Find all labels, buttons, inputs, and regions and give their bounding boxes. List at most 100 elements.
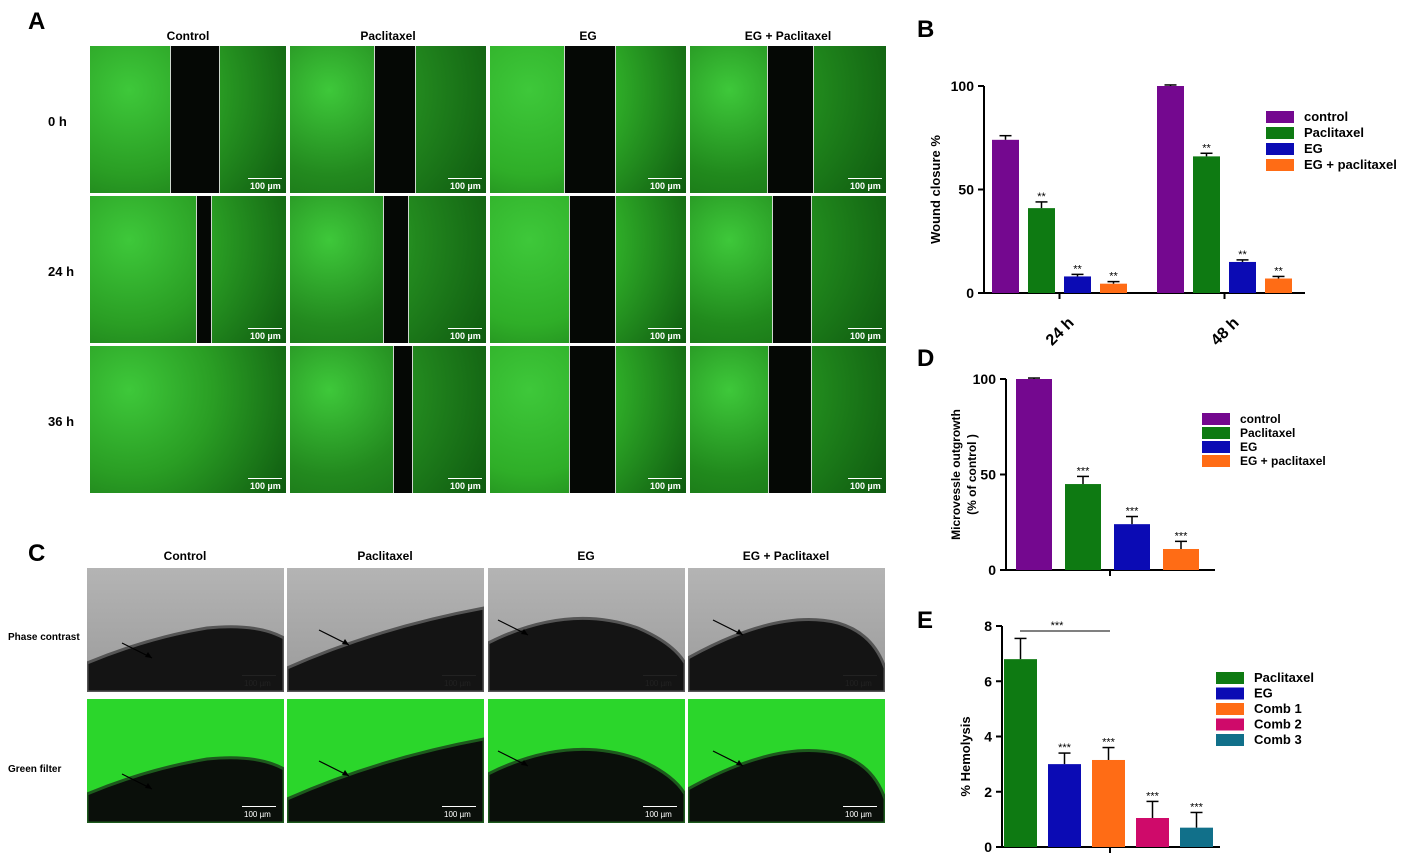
legend-label: EG + paclitaxel xyxy=(1304,157,1397,172)
chart-b-wound-closure: 0 50 100 Wound closure % ** ** ** 24 h ** ** ** 48 … xyxy=(928,78,1397,349)
spheroid-mask xyxy=(688,618,885,692)
spheroid-mask xyxy=(87,756,284,823)
x-tick-label: 48 h xyxy=(1208,314,1243,349)
y-tick-label: 100 xyxy=(973,371,997,387)
scale-label: 100 µm xyxy=(845,679,872,688)
scale-label: 100 µm xyxy=(250,181,281,191)
scale-label: 100 µm xyxy=(250,331,281,341)
wound-image: 100 µm xyxy=(90,46,286,193)
y-tick-label: 0 xyxy=(984,839,992,855)
column-header: Control xyxy=(166,29,210,43)
y-tick-label: 0 xyxy=(988,562,996,578)
significance-label: *** xyxy=(1051,620,1065,632)
legend-label: control xyxy=(1304,109,1348,124)
legend-swatch xyxy=(1216,703,1244,715)
panel-label-d: D xyxy=(917,345,935,372)
scale-label: 100 µm xyxy=(444,679,471,688)
scale-bar xyxy=(843,806,877,807)
panel-label-e: E xyxy=(917,607,934,634)
wound-image: 100 µm xyxy=(290,346,486,493)
bar xyxy=(1136,817,1169,847)
legend-swatch xyxy=(1202,455,1230,467)
scratch-gap xyxy=(564,46,616,193)
scale-bar xyxy=(248,478,282,479)
legend-label: EG xyxy=(1254,686,1273,701)
spheroid-mask xyxy=(488,747,685,823)
scale-bar xyxy=(848,478,882,479)
scratch-gap xyxy=(393,346,413,493)
significance-label: ** xyxy=(1238,249,1247,261)
scale-label: 100 µm xyxy=(444,810,471,819)
row-header: 36 h xyxy=(48,414,75,429)
scratch-gap xyxy=(767,46,814,193)
scale-label: 100 µm xyxy=(244,679,271,688)
bar xyxy=(1065,484,1101,570)
bar xyxy=(1028,208,1055,293)
scale-bar xyxy=(442,675,476,676)
row-header: 24 h xyxy=(48,264,75,279)
legend-swatch xyxy=(1216,718,1244,731)
y-axis-label: Microvessle outgrowth xyxy=(949,409,963,540)
bar xyxy=(1092,759,1125,847)
significance-label: *** xyxy=(1077,465,1091,477)
y-axis-label: Wound closure % xyxy=(928,135,943,244)
spheroid-body xyxy=(688,749,885,823)
wound-image: 100 µm xyxy=(90,346,286,493)
scratch-gap xyxy=(569,346,616,493)
scale-label: 100 µm xyxy=(650,481,681,491)
bar xyxy=(1004,659,1037,847)
scale-bar xyxy=(448,178,482,179)
column-header: EG + Paclitaxel xyxy=(742,549,830,563)
spheroid-body xyxy=(87,756,284,823)
legend-label: Paclitaxel xyxy=(1304,125,1364,140)
spheroid-image: 100 µm xyxy=(87,568,284,692)
column-header: Control xyxy=(163,549,207,563)
y-tick-label: 6 xyxy=(984,673,992,689)
arrow-icon xyxy=(342,639,349,645)
bar xyxy=(1157,86,1184,293)
scale-label: 100 µm xyxy=(450,331,481,341)
bar xyxy=(1064,276,1091,293)
bar xyxy=(1193,156,1220,293)
legend-label: Paclitaxel xyxy=(1240,426,1295,440)
spheroid-image: 100 µm xyxy=(287,568,484,692)
column-header: Paclitaxel xyxy=(357,549,413,563)
scale-bar xyxy=(248,178,282,179)
scale-bar xyxy=(448,478,482,479)
legend-swatch xyxy=(1266,143,1294,155)
arrow-icon xyxy=(521,760,528,766)
significance-label: ** xyxy=(1202,142,1211,154)
legend-swatch xyxy=(1202,427,1230,439)
y-tick-label: 100 xyxy=(951,78,975,94)
scale-bar xyxy=(848,328,882,329)
significance-label: ** xyxy=(1037,191,1046,203)
y-tick-label: 2 xyxy=(984,784,992,800)
arrow-icon xyxy=(736,629,743,635)
column-header: EG + Paclitaxel xyxy=(744,29,832,43)
spheroid-mask xyxy=(688,749,885,823)
y-tick-label: 8 xyxy=(984,618,992,634)
spheroid-body xyxy=(87,625,284,692)
scale-label: 100 µm xyxy=(850,481,881,491)
row-header: Green filter xyxy=(8,764,62,775)
scale-label: 100 µm xyxy=(645,810,672,819)
spheroid-body xyxy=(688,618,885,692)
scratch-gap xyxy=(383,196,409,343)
scale-label: 100 µm xyxy=(645,679,672,688)
arrow-icon xyxy=(736,760,743,766)
scale-bar xyxy=(242,806,276,807)
x-tick-label: 24 h xyxy=(1043,314,1078,349)
legend-label: Paclitaxel xyxy=(1254,670,1314,685)
scale-bar xyxy=(248,328,282,329)
legend-swatch xyxy=(1266,111,1294,123)
scale-label: 100 µm xyxy=(850,331,881,341)
legend-label: EG xyxy=(1240,440,1257,454)
bar xyxy=(992,139,1019,293)
scale-bar xyxy=(648,328,682,329)
bar xyxy=(1163,548,1199,570)
wound-image: 100 µm xyxy=(690,346,886,493)
significance-label: *** xyxy=(1146,790,1160,802)
spheroid-image: 100 µm xyxy=(488,699,685,823)
legend-label: Comb 3 xyxy=(1254,732,1302,747)
wound-image: 100 µm xyxy=(690,196,886,343)
